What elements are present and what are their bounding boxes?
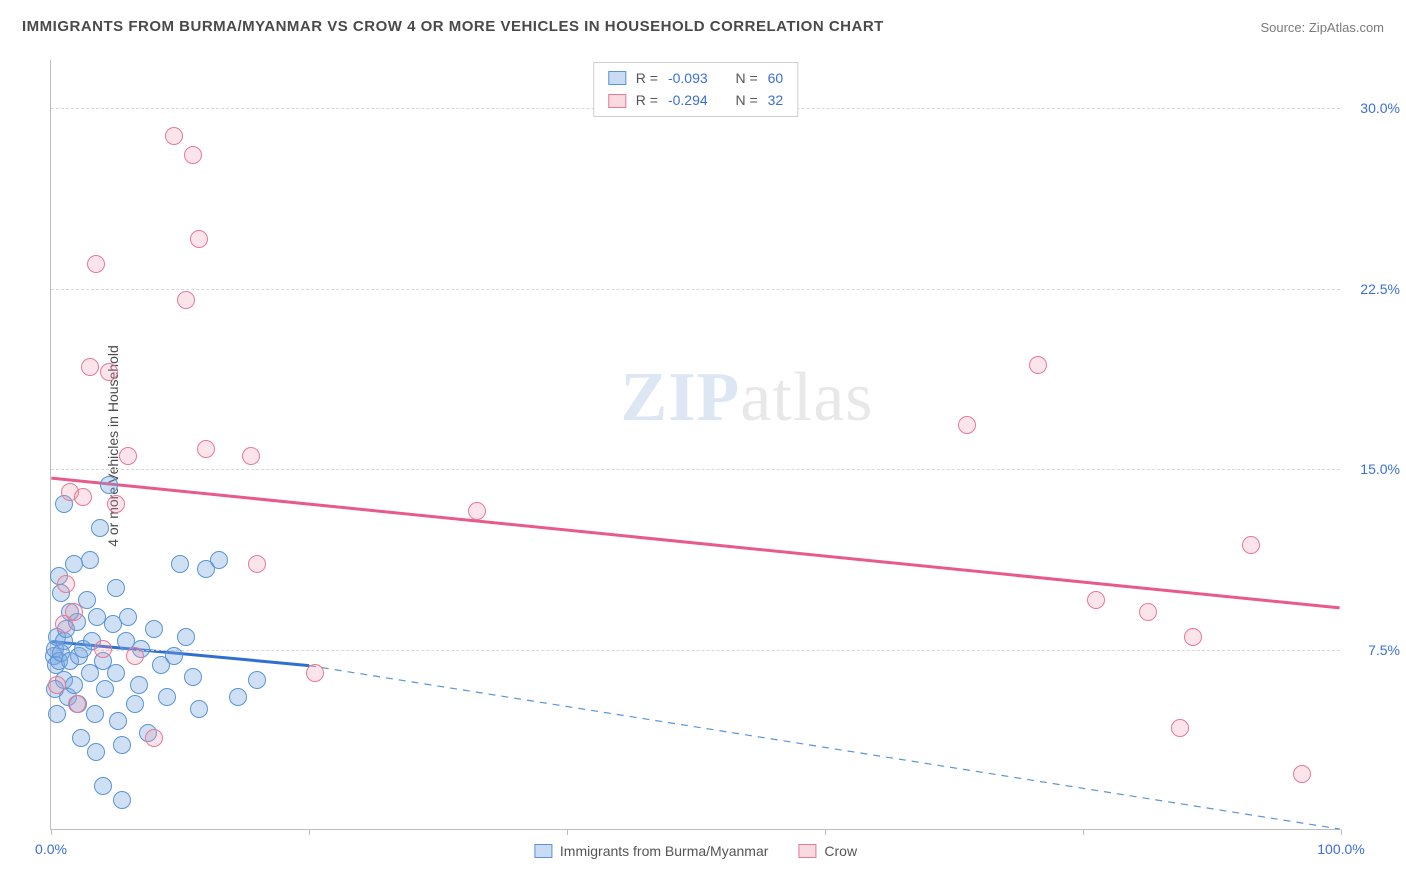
data-point: [68, 695, 86, 713]
y-tick-label: 22.5%: [1345, 281, 1400, 297]
x-tick-label: 0.0%: [35, 841, 67, 857]
gridline: [51, 289, 1340, 290]
data-point: [958, 416, 976, 434]
chart-title: IMMIGRANTS FROM BURMA/MYANMAR VS CROW 4 …: [22, 18, 884, 35]
data-point: [91, 519, 109, 537]
data-point: [190, 230, 208, 248]
data-point: [1293, 765, 1311, 783]
legend-row-blue: R = -0.093 N = 60: [608, 67, 783, 89]
data-point: [87, 255, 105, 273]
data-point: [229, 688, 247, 706]
data-point: [1184, 628, 1202, 646]
data-point: [96, 680, 114, 698]
y-tick-label: 30.0%: [1345, 100, 1400, 116]
data-point: [81, 358, 99, 376]
data-point: [1087, 591, 1105, 609]
data-point: [177, 628, 195, 646]
data-point: [119, 608, 137, 626]
data-point: [468, 502, 486, 520]
data-point: [248, 555, 266, 573]
data-point: [130, 676, 148, 694]
y-tick-label: 15.0%: [1345, 461, 1400, 477]
data-point: [100, 363, 118, 381]
data-point: [145, 620, 163, 638]
plot-area: ZIPatlas R = -0.093 N = 60 R = -0.294 N …: [50, 60, 1340, 830]
data-point: [158, 688, 176, 706]
data-point: [107, 495, 125, 513]
data-point: [109, 712, 127, 730]
data-point: [81, 551, 99, 569]
x-tick: [1083, 829, 1084, 835]
data-point: [171, 555, 189, 573]
legend-series: Immigrants from Burma/Myanmar Crow: [534, 843, 857, 859]
data-point: [145, 729, 163, 747]
legend-row-pink: R = -0.294 N = 32: [608, 89, 783, 111]
data-point: [184, 146, 202, 164]
y-tick-label: 7.5%: [1345, 642, 1400, 658]
data-point: [184, 668, 202, 686]
source-label: Source: ZipAtlas.com: [1260, 20, 1384, 35]
data-point: [94, 640, 112, 658]
data-point: [1171, 719, 1189, 737]
gridline: [51, 650, 1340, 651]
data-point: [86, 705, 104, 723]
data-point: [197, 440, 215, 458]
data-point: [94, 777, 112, 795]
swatch-blue-icon: [608, 71, 626, 85]
data-point: [48, 705, 66, 723]
data-point: [1139, 603, 1157, 621]
data-point: [65, 603, 83, 621]
data-point: [65, 676, 83, 694]
data-point: [165, 127, 183, 145]
data-point: [107, 664, 125, 682]
data-point: [48, 676, 66, 694]
data-point: [113, 736, 131, 754]
data-point: [165, 647, 183, 665]
gridline: [51, 469, 1340, 470]
data-point: [242, 447, 260, 465]
swatch-pink-icon: [798, 844, 816, 858]
data-point: [119, 447, 137, 465]
legend-correlation: R = -0.093 N = 60 R = -0.294 N = 32: [593, 62, 798, 117]
data-point: [306, 664, 324, 682]
legend-item-pink: Crow: [798, 843, 857, 859]
x-tick: [1341, 829, 1342, 835]
data-point: [72, 729, 90, 747]
data-point: [126, 695, 144, 713]
data-point: [65, 555, 83, 573]
data-point: [87, 743, 105, 761]
data-point: [113, 791, 131, 809]
data-point: [74, 488, 92, 506]
legend-item-blue: Immigrants from Burma/Myanmar: [534, 843, 768, 859]
data-point: [190, 700, 208, 718]
trend-lines: [51, 60, 1340, 829]
x-tick: [309, 829, 310, 835]
x-tick: [51, 829, 52, 835]
data-point: [1029, 356, 1047, 374]
data-point: [177, 291, 195, 309]
x-tick: [825, 829, 826, 835]
x-tick: [567, 829, 568, 835]
swatch-blue-icon: [534, 844, 552, 858]
data-point: [126, 647, 144, 665]
swatch-pink-icon: [608, 94, 626, 108]
data-point: [100, 476, 118, 494]
data-point: [107, 579, 125, 597]
data-point: [57, 575, 75, 593]
data-point: [210, 551, 228, 569]
x-tick-label: 100.0%: [1317, 841, 1364, 857]
data-point: [1242, 536, 1260, 554]
data-point: [248, 671, 266, 689]
